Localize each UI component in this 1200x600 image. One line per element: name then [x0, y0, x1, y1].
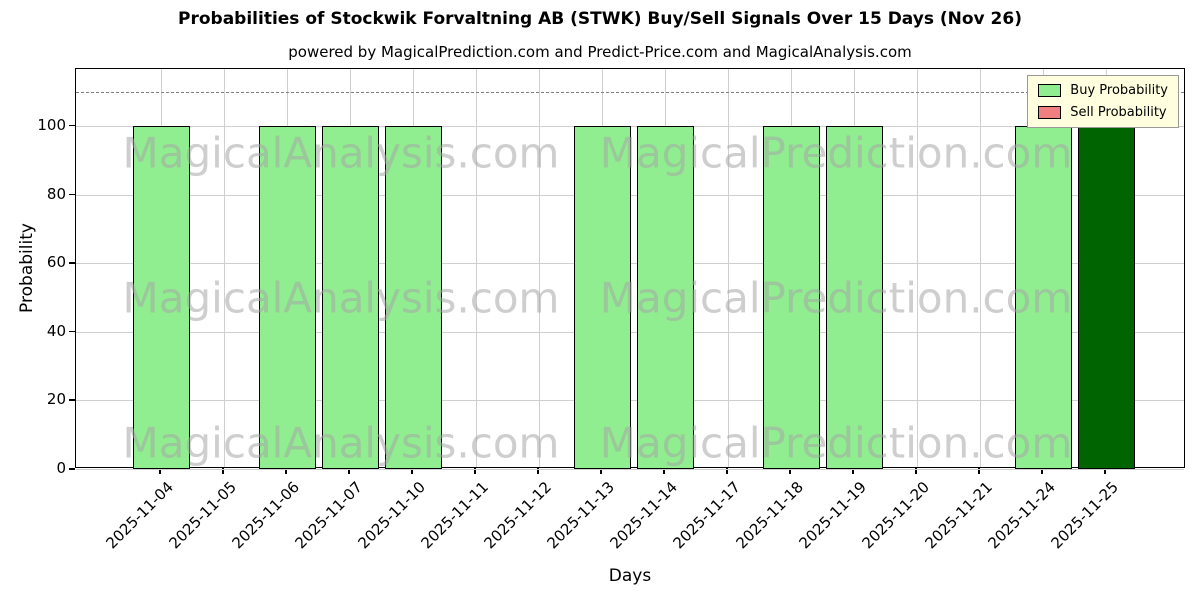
x-axis-tick-mark [159, 468, 161, 474]
legend-item-sell: Sell Probability [1038, 105, 1168, 120]
chart-subtitle: powered by MagicalPrediction.com and Pre… [288, 43, 912, 61]
x-axis-tick-label: 2025-11-05 [165, 478, 240, 553]
x-axis-tick-mark [978, 468, 980, 474]
bar-2025-11-07 [321, 125, 379, 469]
x-axis-tick-mark [348, 468, 350, 474]
bar-2025-11-10 [384, 125, 442, 469]
grid-line-vertical [980, 69, 981, 467]
y-axis-tick-mark [69, 193, 75, 196]
grid-line-horizontal [76, 469, 1184, 470]
y-axis-tick-mark [69, 468, 75, 470]
x-axis-tick-label: 2025-11-06 [228, 478, 303, 553]
threshold-line [76, 91, 1184, 93]
y-axis-tick-label: 0 [56, 459, 66, 477]
watermark-text: MagicalAnalysis.com [122, 128, 560, 178]
bar-2025-11-19 [825, 125, 883, 469]
x-axis-tick-label: 2025-11-11 [417, 478, 492, 553]
y-axis-tick-label: 60 [46, 253, 66, 272]
x-axis-tick-label: 2025-11-20 [858, 478, 933, 553]
x-axis-tick-mark [789, 468, 791, 474]
x-axis-tick-mark [1104, 468, 1106, 474]
grid-line-vertical [539, 69, 540, 467]
y-axis-tick-label: 80 [46, 184, 66, 203]
x-axis-tick-mark [285, 468, 287, 474]
x-axis-tick-mark [663, 468, 665, 474]
x-axis-tick-mark [600, 468, 602, 474]
watermark-text: MagicalPrediction.com [599, 273, 1073, 323]
y-axis-tick-mark [69, 330, 75, 333]
grid-line-vertical [917, 69, 918, 467]
y-axis-tick-mark [69, 124, 75, 127]
chart-title: Probabilities of Stockwik Forvaltning AB… [178, 9, 1022, 29]
x-axis-tick-mark [222, 468, 224, 474]
grid-line-vertical [476, 69, 477, 467]
x-axis-tick-label: 2025-11-18 [732, 478, 807, 553]
legend-label-buy: Buy Probability [1070, 83, 1168, 98]
x-axis-tick-mark [852, 468, 854, 474]
watermark-text: MagicalAnalysis.com [122, 418, 560, 468]
x-axis-tick-mark [411, 468, 413, 474]
bar-2025-11-13 [573, 125, 631, 469]
x-axis-tick-label: 2025-11-25 [1047, 478, 1122, 553]
legend-item-buy: Buy Probability [1038, 83, 1168, 98]
watermark-text: MagicalPrediction.com [599, 418, 1073, 468]
y-axis-tick-label: 20 [46, 390, 66, 409]
legend: Buy Probability Sell Probability [1027, 75, 1179, 128]
bar-2025-11-18 [762, 125, 820, 469]
x-axis-tick-mark [726, 468, 728, 474]
bar-2025-11-06 [258, 125, 316, 469]
x-axis-tick-label: 2025-11-07 [291, 478, 366, 553]
plot-area: Buy Probability Sell Probability Magical… [75, 68, 1185, 470]
x-axis-tick-label: 2025-11-04 [102, 478, 177, 553]
x-axis-tick-mark [1041, 468, 1043, 474]
bar-2025-11-25 [1077, 91, 1135, 469]
x-axis-tick-label: 2025-11-12 [480, 478, 555, 553]
y-axis-tick-mark [69, 262, 75, 264]
watermark-text: MagicalAnalysis.com [122, 273, 560, 323]
grid-line-vertical [728, 69, 729, 467]
x-axis-tick-mark [915, 468, 917, 474]
x-axis-tick-mark [537, 468, 539, 474]
x-axis-tick-label: 2025-11-17 [669, 478, 744, 553]
x-axis-tick-label: 2025-11-13 [543, 478, 618, 553]
x-axis-tick-label: 2025-11-10 [354, 478, 429, 553]
legend-swatch-buy-icon [1038, 84, 1062, 97]
legend-label-sell: Sell Probability [1070, 105, 1167, 120]
x-axis-tick-label: 2025-11-21 [921, 478, 996, 553]
watermark-text: MagicalPrediction.com [599, 128, 1073, 178]
y-axis-tick-label: 100 [37, 115, 66, 134]
x-axis-tick-label: 2025-11-24 [984, 478, 1059, 553]
bar-2025-11-14 [636, 125, 694, 469]
x-axis-tick-label: 2025-11-14 [606, 478, 681, 553]
x-axis-tick-label: 2025-11-19 [795, 478, 870, 553]
legend-swatch-sell-icon [1038, 106, 1062, 119]
x-axis-tick-mark [474, 468, 476, 474]
x-axis-label: Days [608, 566, 652, 586]
y-axis-tick-label: 40 [46, 321, 66, 340]
bar-2025-11-04 [132, 125, 190, 469]
grid-line-vertical [224, 69, 225, 467]
y-axis-tick-mark [69, 399, 75, 401]
